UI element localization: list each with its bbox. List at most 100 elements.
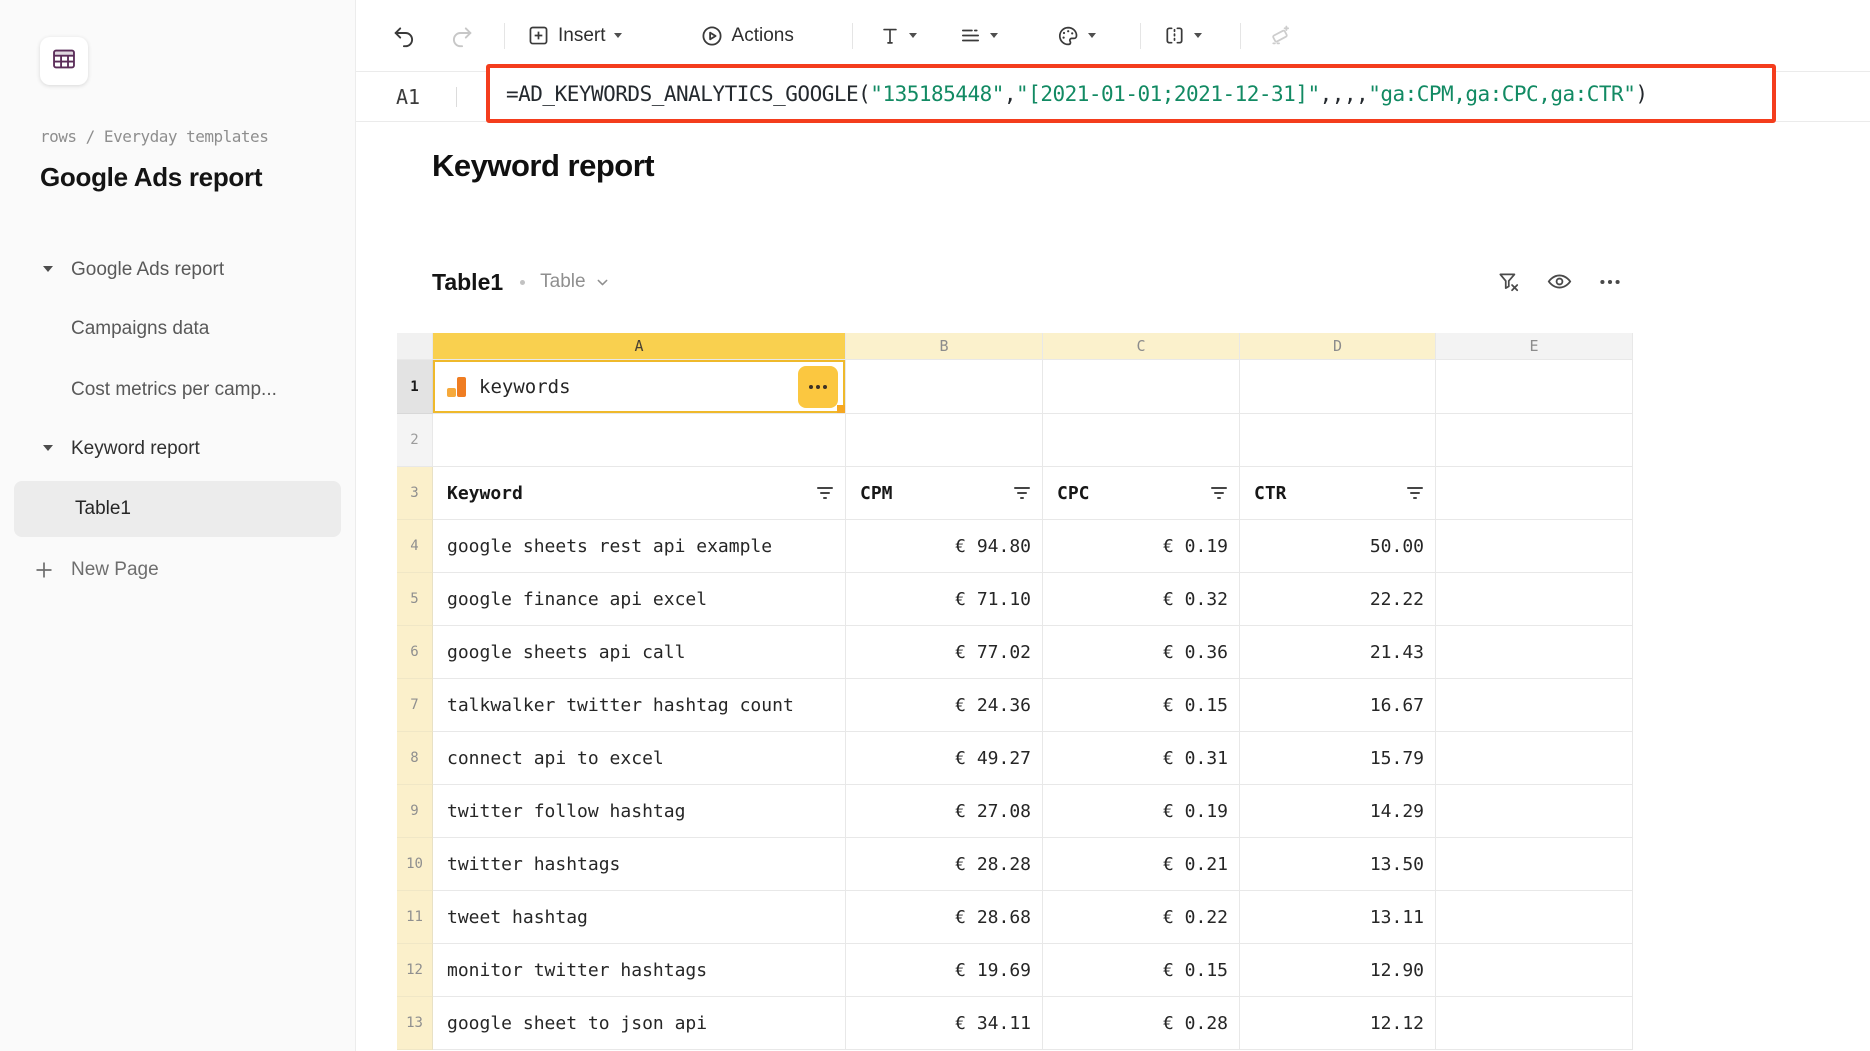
sidebar-item-google-ads-report[interactable]: Google Ads report: [0, 253, 356, 287]
grid-corner-cell[interactable]: [397, 333, 433, 360]
cell-B9[interactable]: € 27.08: [846, 785, 1043, 838]
cell-E11[interactable]: [1436, 891, 1633, 944]
sidebar-item-table1[interactable]: Table1: [14, 481, 341, 537]
cell-A8[interactable]: connect api to excel: [433, 732, 846, 785]
column-header-E[interactable]: E: [1436, 333, 1633, 360]
cell-A7[interactable]: talkwalker twitter hashtag count: [433, 679, 846, 732]
app-logo[interactable]: [40, 37, 88, 85]
row-number-5[interactable]: 5: [397, 573, 433, 626]
cell-C9[interactable]: € 0.19: [1043, 785, 1240, 838]
cell-E4[interactable]: [1436, 520, 1633, 573]
cell-C10[interactable]: € 0.21: [1043, 838, 1240, 891]
row-number-10[interactable]: 10: [397, 838, 433, 891]
filter-icon[interactable]: [816, 487, 833, 499]
cell-D7[interactable]: 16.67: [1240, 679, 1436, 732]
cell-B1[interactable]: [846, 360, 1043, 414]
cell-D13[interactable]: 12.12: [1240, 997, 1436, 1050]
filter-icon[interactable]: [1013, 487, 1030, 499]
cell-B13[interactable]: € 34.11: [846, 997, 1043, 1050]
row-number-12[interactable]: 12: [397, 944, 433, 997]
cell-E3[interactable]: [1436, 467, 1633, 520]
cell-A6[interactable]: google sheets api call: [433, 626, 846, 679]
cell-A4[interactable]: google sheets rest api example: [433, 520, 846, 573]
sidebar-item-campaigns-data[interactable]: Campaigns data: [71, 318, 210, 339]
chevron-down-icon[interactable]: [43, 266, 53, 272]
cell-D2[interactable]: [1240, 414, 1436, 467]
cell-E12[interactable]: [1436, 944, 1633, 997]
visibility-button[interactable]: [1546, 268, 1573, 295]
filter-icon[interactable]: [1406, 487, 1423, 499]
row-number-9[interactable]: 9: [397, 785, 433, 838]
cell-C5[interactable]: € 0.32: [1043, 573, 1240, 626]
new-page-button[interactable]: New Page: [0, 553, 356, 587]
cell-B6[interactable]: € 77.02: [846, 626, 1043, 679]
text-style-button[interactable]: [879, 25, 917, 47]
cell-A13[interactable]: google sheet to json api: [433, 997, 846, 1050]
cell-B4[interactable]: € 94.80: [846, 520, 1043, 573]
filter-icon[interactable]: [1210, 487, 1227, 499]
cell-A10[interactable]: twitter hashtags: [433, 838, 846, 891]
cell-E9[interactable]: [1436, 785, 1633, 838]
cell-D9[interactable]: 14.29: [1240, 785, 1436, 838]
cell-D1[interactable]: [1240, 360, 1436, 414]
cell-E5[interactable]: [1436, 573, 1633, 626]
more-options-button[interactable]: [1597, 269, 1623, 295]
cell-E13[interactable]: [1436, 997, 1633, 1050]
borders-button[interactable]: [1163, 24, 1202, 47]
selection-handle[interactable]: [837, 405, 845, 413]
column-header-C[interactable]: C: [1043, 333, 1240, 360]
cell-A2[interactable]: [433, 414, 846, 467]
row-number-8[interactable]: 8: [397, 732, 433, 785]
row-number-13[interactable]: 13: [397, 997, 433, 1050]
cell-B7[interactable]: € 24.36: [846, 679, 1043, 732]
cell-C13[interactable]: € 0.28: [1043, 997, 1240, 1050]
cell-C8[interactable]: € 0.31: [1043, 732, 1240, 785]
cell-C1[interactable]: [1043, 360, 1240, 414]
header-cell-cpm[interactable]: CPM: [846, 467, 1043, 520]
cell-B5[interactable]: € 71.10: [846, 573, 1043, 626]
chevron-down-icon[interactable]: [43, 445, 53, 451]
cell-D10[interactable]: 13.50: [1240, 838, 1436, 891]
cell-C4[interactable]: € 0.19: [1043, 520, 1240, 573]
align-button[interactable]: [959, 24, 998, 47]
cell-D4[interactable]: 50.00: [1240, 520, 1436, 573]
cell-B11[interactable]: € 28.68: [846, 891, 1043, 944]
formula-input[interactable]: =AD_KEYWORDS_ANALYTICS_GOOGLE("135185448…: [486, 64, 1776, 123]
row-number-4[interactable]: 4: [397, 520, 433, 573]
clear-filter-button[interactable]: [1496, 269, 1522, 295]
cell-B12[interactable]: € 19.69: [846, 944, 1043, 997]
sidebar-item-keyword-report[interactable]: Keyword report: [0, 432, 356, 466]
cell-A5[interactable]: google finance api excel: [433, 573, 846, 626]
row-number-11[interactable]: 11: [397, 891, 433, 944]
sidebar-item-cost-metrics[interactable]: Cost metrics per camp...: [71, 379, 277, 400]
cell-E6[interactable]: [1436, 626, 1633, 679]
header-cell-cpc[interactable]: CPC: [1043, 467, 1240, 520]
cell-D5[interactable]: 22.22: [1240, 573, 1436, 626]
column-header-A[interactable]: A: [433, 333, 846, 360]
row-number-6[interactable]: 6: [397, 626, 433, 679]
header-cell-keyword[interactable]: Keyword: [433, 467, 846, 520]
cell-B10[interactable]: € 28.28: [846, 838, 1043, 891]
table-type-dropdown[interactable]: Table: [540, 271, 586, 292]
cell-B2[interactable]: [846, 414, 1043, 467]
breadcrumb[interactable]: rows / Everyday templates: [40, 127, 269, 146]
cell-E8[interactable]: [1436, 732, 1633, 785]
redo-button[interactable]: [450, 24, 474, 48]
row-number-7[interactable]: 7: [397, 679, 433, 732]
row-number-3[interactable]: 3: [397, 467, 433, 520]
cell-reference-box[interactable]: A1: [395, 85, 421, 109]
cell-D12[interactable]: 12.90: [1240, 944, 1436, 997]
cell-C6[interactable]: € 0.36: [1043, 626, 1240, 679]
cell-D11[interactable]: 13.11: [1240, 891, 1436, 944]
insert-button[interactable]: Insert: [527, 24, 622, 47]
cell-options-button[interactable]: [798, 366, 838, 408]
cell-C12[interactable]: € 0.15: [1043, 944, 1240, 997]
cell-E7[interactable]: [1436, 679, 1633, 732]
cell-C7[interactable]: € 0.15: [1043, 679, 1240, 732]
cell-E10[interactable]: [1436, 838, 1633, 891]
cell-C2[interactable]: [1043, 414, 1240, 467]
color-button[interactable]: [1056, 24, 1096, 48]
cell-D6[interactable]: 21.43: [1240, 626, 1436, 679]
cell-A9[interactable]: twitter follow hashtag: [433, 785, 846, 838]
row-number-1[interactable]: 1: [397, 360, 433, 414]
